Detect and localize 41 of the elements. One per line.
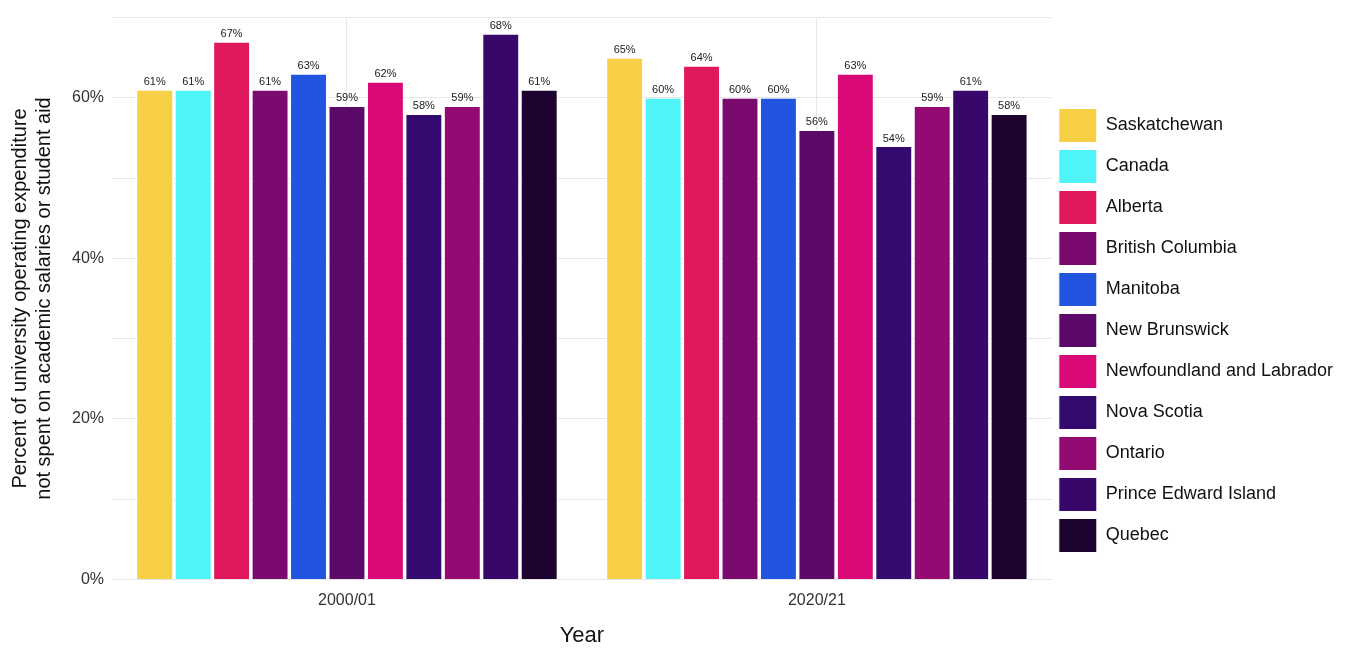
legend-label: Manitoba: [1105, 278, 1181, 299]
legend-label: New Brunswick: [1105, 319, 1230, 340]
data-label: 61%: [182, 75, 205, 88]
legend-label: Newfoundland and Labrador: [1105, 360, 1334, 381]
data-label: 63%: [844, 59, 867, 72]
data-label: 67%: [220, 27, 243, 40]
legend-label: Prince Edward Island: [1105, 483, 1276, 504]
x-tick-label: 2000/01: [318, 591, 376, 609]
data-label: 54%: [882, 131, 905, 144]
legend-label: Alberta: [1105, 196, 1164, 217]
legend-label: Quebec: [1105, 524, 1169, 545]
data-label: 58%: [998, 99, 1021, 112]
legend-label: Saskatchewan: [1105, 114, 1223, 135]
y-tick-label: 0%: [80, 569, 105, 587]
data-label: 65%: [613, 43, 636, 56]
y-tick-label: 60%: [71, 88, 105, 106]
x-axis-title: Year: [559, 621, 605, 647]
data-label: 58%: [412, 99, 436, 112]
data-label: 61%: [959, 75, 982, 88]
legend-label: British Columbia: [1105, 237, 1238, 258]
data-label: 63%: [297, 59, 320, 72]
y-axis-title: Percent of university operating expenditure not spent on academic salaries or student aid: [7, 97, 54, 500]
data-label: 61%: [143, 75, 166, 88]
legend-label: Nova Scotia: [1105, 401, 1204, 422]
legend-label: Canada: [1105, 155, 1170, 176]
data-label: 64%: [690, 51, 713, 64]
data-label: 62%: [374, 67, 397, 80]
data-label: 56%: [805, 115, 829, 128]
data-label: 61%: [528, 75, 551, 88]
data-label: 60%: [728, 83, 752, 96]
y-tick-label: 40%: [71, 248, 105, 266]
data-label: 59%: [335, 91, 359, 104]
data-label: 59%: [451, 91, 474, 104]
legend-label: Ontario: [1105, 442, 1165, 463]
x-tick-label: 2020/21: [787, 591, 846, 609]
data-label: 68%: [489, 19, 512, 32]
data-label: 61%: [259, 75, 282, 88]
data-label: 60%: [767, 83, 790, 96]
data-label: 60%: [652, 83, 675, 96]
data-label: 59%: [921, 91, 944, 104]
y-tick-label: 20%: [71, 409, 105, 427]
